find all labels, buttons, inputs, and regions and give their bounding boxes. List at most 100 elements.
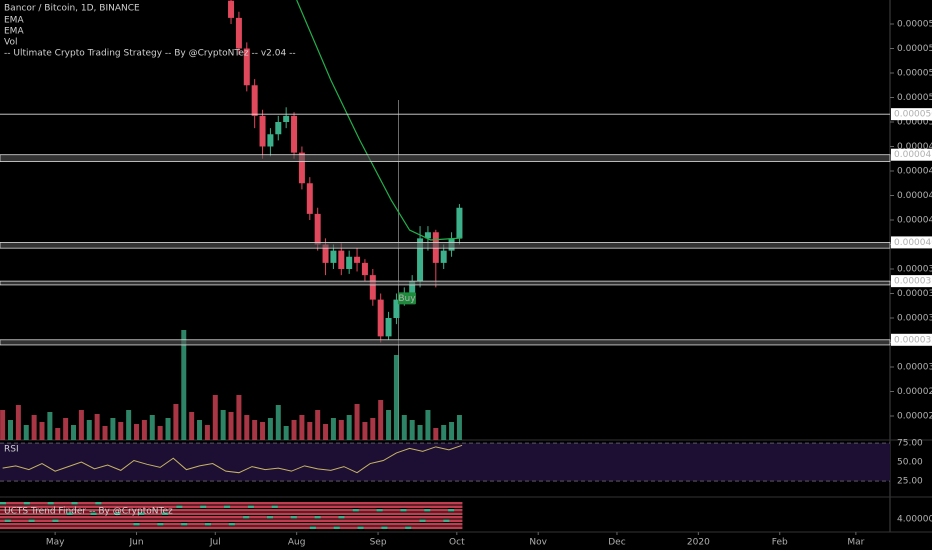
volume-bar — [78, 410, 84, 440]
volume-bar — [307, 422, 313, 440]
trend-stripe-green — [133, 523, 140, 526]
y-tick-label: 0.00005000 — [897, 118, 932, 128]
x-tick-label: Dec — [608, 538, 625, 548]
candle-body — [259, 115, 266, 147]
y-tick-label: 0.00005600 — [897, 44, 932, 54]
trend-stripe-green — [338, 516, 345, 519]
volume-bar — [386, 410, 392, 440]
candle-body — [393, 299, 400, 318]
volume-bar — [134, 424, 140, 440]
volume-bar — [157, 426, 163, 440]
candle-body — [338, 250, 345, 269]
rsi-title: RSI — [4, 445, 19, 455]
volume-bar — [102, 426, 108, 440]
trend-stripe-green — [419, 519, 426, 522]
buy-label: Buy — [398, 294, 416, 304]
y-tick-label: 0.00004200 — [897, 216, 932, 226]
volume-bar — [330, 418, 336, 440]
trend-stripe — [0, 512, 463, 515]
volume-bar — [425, 410, 431, 440]
candle-body — [417, 238, 424, 282]
volume-bar — [267, 418, 273, 440]
volume-bar — [252, 420, 258, 440]
legend-item: -- Ultimate Crypto Trading Strategy -- B… — [4, 49, 296, 59]
volume-bar — [354, 404, 360, 440]
trend-stripe-green — [405, 526, 412, 529]
candle-body — [235, 17, 242, 49]
volume-bar — [346, 415, 352, 440]
trend-stripe-green — [23, 502, 30, 505]
volume-bar — [449, 422, 455, 440]
candle-body — [424, 232, 431, 239]
x-tick-label: Jun — [128, 538, 143, 548]
volume-bar — [291, 420, 297, 440]
volume-bar — [362, 422, 368, 440]
volume-bar — [323, 424, 329, 440]
trend-stripe-green — [357, 526, 364, 529]
trend-stripe — [0, 526, 463, 529]
volume-bar — [283, 426, 289, 440]
legend-item: EMA — [4, 16, 24, 26]
candle-body — [456, 207, 463, 239]
trend-stripe-green — [176, 505, 183, 508]
trend-stripe-green — [28, 519, 35, 522]
volume-bar — [441, 425, 447, 440]
volume-bar — [47, 412, 53, 440]
level-label-box — [891, 333, 932, 346]
volume-bar — [15, 405, 21, 440]
rsi-tick-label: 75.00 — [897, 439, 923, 449]
x-tick-label: Mar — [847, 538, 864, 548]
volume-bar — [181, 330, 187, 440]
volume-bar — [260, 422, 266, 440]
volume-bar — [149, 415, 155, 440]
x-tick-label: Aug — [288, 538, 306, 548]
y-tick-label: 0.00004600 — [897, 167, 932, 177]
trend-stripe-green — [181, 523, 188, 526]
trend-stripe — [0, 509, 463, 512]
trend-title: UCTS Trend Finder -- By @CryptoNTez — [4, 507, 173, 517]
buy-marker — [397, 292, 416, 305]
candle-body — [322, 244, 329, 263]
trend-stripe-green — [71, 502, 78, 505]
volume-bar — [204, 425, 210, 440]
volume-bar — [275, 405, 281, 440]
volume-bar — [370, 418, 376, 440]
candle-body — [314, 213, 321, 245]
y-tick-label: 0.00004800 — [897, 142, 932, 152]
trend-stripe-green — [290, 516, 297, 519]
trend-stripe-green — [228, 523, 235, 526]
rsi-tick-label: 25.00 — [897, 477, 923, 487]
candle-body — [283, 115, 290, 123]
volume-bar — [236, 395, 242, 440]
level-label: 0.00004733 — [894, 150, 932, 160]
volume-bar — [173, 404, 179, 440]
volume-bar — [456, 415, 462, 440]
candle-body — [267, 134, 274, 147]
candle-body — [298, 152, 305, 184]
volume-bar — [63, 418, 69, 440]
volume-bar — [299, 415, 305, 440]
trend-stripe-green — [95, 502, 102, 505]
volume-bar — [71, 425, 77, 440]
volume-bar — [401, 415, 407, 440]
y-tick-label: 0.00005200 — [897, 93, 932, 103]
trend-stripe-green — [0, 502, 6, 505]
volume-bar — [165, 418, 171, 440]
legend-item: Vol — [4, 38, 17, 48]
trend-stripe-green — [314, 516, 321, 519]
level-label: 0.00003701 — [894, 277, 932, 287]
volume-bar — [378, 400, 384, 440]
volume-bar — [23, 425, 29, 440]
candle-body — [243, 48, 250, 86]
x-tick-label: May — [46, 538, 65, 548]
y-tick-label: 0.00003600 — [897, 289, 932, 299]
volume-bar — [220, 410, 226, 440]
x-tick-label: Feb — [772, 538, 788, 548]
volume-bar — [417, 425, 423, 440]
trend-stripe — [0, 505, 463, 508]
candle-body — [251, 85, 258, 116]
trend-stripe — [0, 502, 463, 505]
y-tick-label: 0.00004400 — [897, 191, 932, 201]
y-tick-label: 0.00003000 — [897, 362, 932, 372]
